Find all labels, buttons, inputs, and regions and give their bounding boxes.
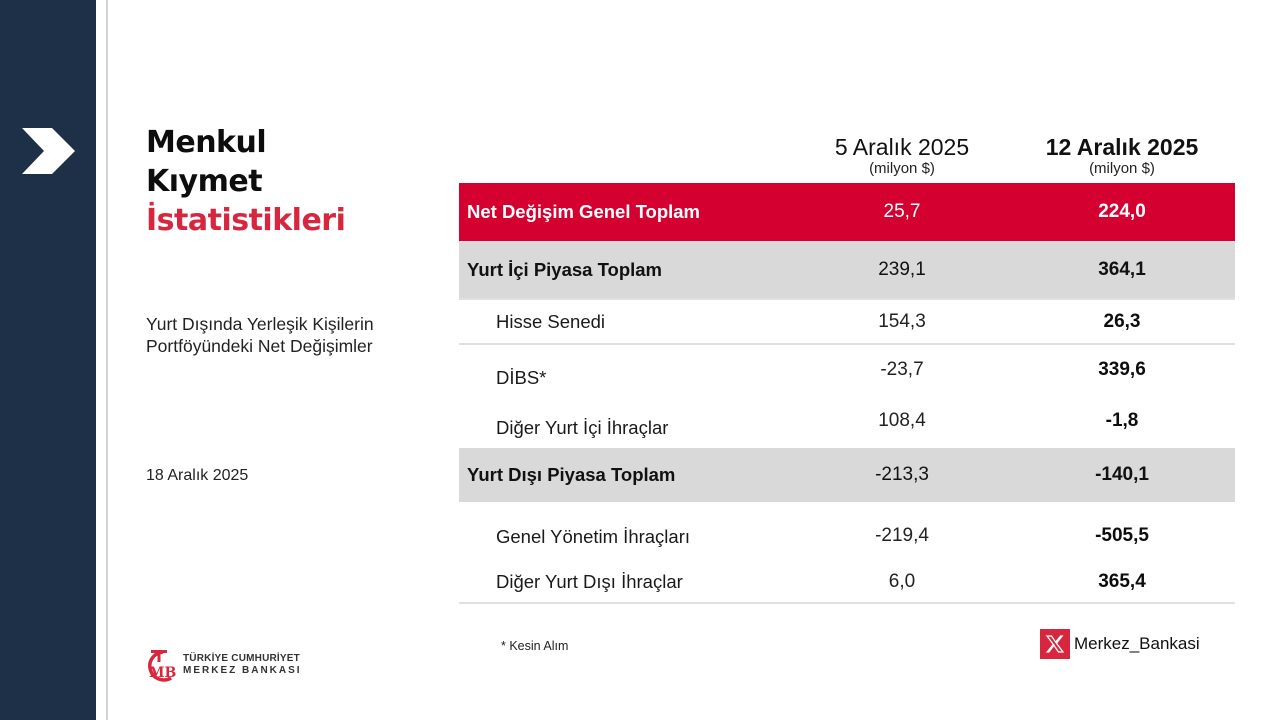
row-label: Yurt Dışı Piyasa Toplam [467, 464, 676, 485]
row-value-col2: -140,1 [1095, 464, 1149, 485]
row-value-col2: 26,3 [1103, 310, 1141, 332]
row-value-col2: 339,6 [1098, 359, 1146, 380]
row-label: Diğer Yurt Dışı İhraçlar [496, 571, 683, 592]
row-value-col1: -23,7 [880, 359, 924, 380]
row-label: Diğer Yurt İçi İhraçlar [496, 417, 669, 438]
row-label: Yurt İçi Piyasa Toplam [467, 258, 663, 280]
table-row-other-domestic: Diğer Yurt İçi İhraçlar 108,4 -1,8 [459, 400, 1235, 448]
column-header-2: 12 Aralık 2025 (milyon $) [1012, 134, 1232, 178]
table-row-other-foreign: Diğer Yurt Dışı İhraçlar 6,0 365,4 [459, 562, 1235, 602]
row-value-col2: 224,0 [1098, 201, 1146, 222]
row-value-col2: 365,4 [1098, 571, 1146, 592]
column-header-1-label: 5 Aralık 2025 [834, 134, 970, 160]
table-row-equities: Hisse Senedi 154,3 26,3 [459, 300, 1235, 343]
data-table: Net Değişim Genel Toplam 25,7 224,0 Yurt… [459, 183, 1235, 604]
row-value-col1: -219,4 [875, 525, 929, 546]
social-link[interactable]: Merkez_Bankasi [1040, 629, 1200, 659]
row-value-col1: -213,3 [875, 464, 929, 485]
row-label: Net Değişim Genel Toplam [467, 201, 701, 222]
column-header-1-unit: (milyon $) [869, 160, 935, 177]
subtitle: Yurt Dışında Yerleşik Kişilerin Portföyü… [146, 314, 374, 356]
row-label: Genel Yönetim İhraçları [496, 526, 691, 547]
footnote: * Kesin Alım [501, 639, 569, 653]
row-value-col1: 25,7 [883, 201, 921, 222]
logo-line-2: MERKEZ BANKASI [183, 665, 302, 676]
tcmb-logo: MB TÜRKİYE CUMHURİYET MERKEZ BANKASI [143, 648, 302, 682]
vertical-divider [106, 0, 108, 720]
chevron-right-icon [22, 128, 75, 174]
row-value-col1: 6,0 [888, 571, 916, 592]
column-header-1: 5 Aralık 2025 (milyon $) [792, 134, 1012, 178]
title-line-2: Kıymet [146, 164, 263, 199]
table-row-foreign-total: Yurt Dışı Piyasa Toplam -213,3 -140,1 [459, 448, 1235, 502]
row-label: DİBS* [496, 366, 547, 388]
title-line-1: Menkul [146, 125, 267, 160]
row-value-col2: -1,8 [1105, 410, 1139, 431]
row-value-col2: -505,5 [1095, 525, 1149, 546]
row-value-col1: 154,3 [878, 310, 926, 332]
title-line-3: İstatistikleri [146, 203, 346, 238]
sidebar [0, 0, 96, 720]
row-value-col1: 108,4 [878, 410, 926, 431]
publication-date: 18 Aralık 2025 [146, 467, 249, 484]
svg-text:MB: MB [149, 665, 176, 681]
x-logo-icon[interactable] [1040, 629, 1070, 659]
logo-text: TÜRKİYE CUMHURİYET MERKEZ BANKASI [183, 653, 302, 677]
tcmb-emblem-icon: MB [148, 650, 176, 682]
table-row-government-issues: Genel Yönetim İhraçları -219,4 -505,5 [459, 502, 1235, 562]
page-title: Menkul Kıymet İstatistikleri [146, 123, 346, 240]
table-row-net-total: Net Değişim Genel Toplam 25,7 224,0 [459, 183, 1235, 241]
row-value-col1: 239,1 [878, 258, 926, 280]
row-separator [459, 602, 1235, 604]
row-separator [459, 298, 1235, 300]
row-separator [459, 343, 1235, 345]
column-header-2-label: 12 Aralık 2025 [1045, 134, 1199, 160]
column-header-2-unit: (milyon $) [1089, 160, 1155, 177]
social-handle[interactable]: Merkez_Bankasi [1074, 634, 1200, 653]
logo-line-1: TÜRKİYE CUMHURİYET [183, 653, 300, 664]
row-label: Hisse Senedi [496, 310, 606, 332]
table-row-domestic-total: Yurt İçi Piyasa Toplam 239,1 364,1 [459, 241, 1235, 298]
row-value-col2: 364,1 [1098, 258, 1146, 280]
table-row-dibs: DİBS* -23,7 339,6 [459, 345, 1235, 400]
